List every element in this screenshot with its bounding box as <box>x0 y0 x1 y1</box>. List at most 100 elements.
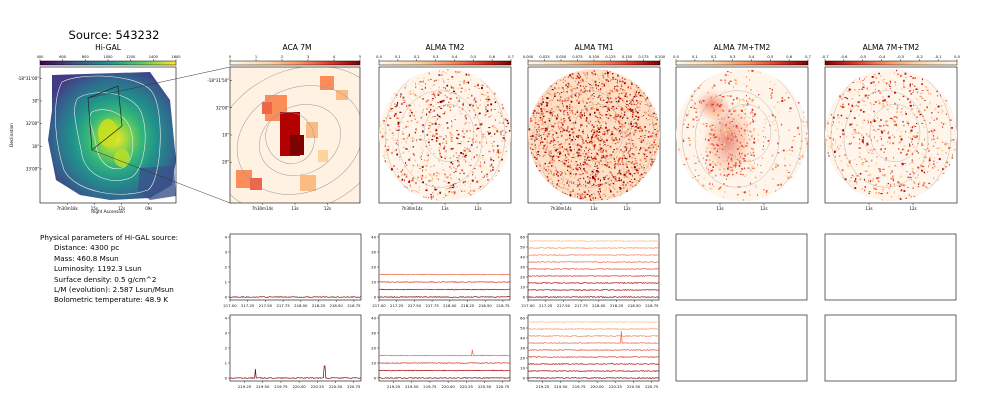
noise-speckle <box>900 74 902 77</box>
noise-speckle <box>577 184 579 187</box>
noise-speckle <box>744 191 746 194</box>
noise-speckle <box>567 85 569 88</box>
noise-speckle <box>588 130 590 132</box>
noise-speckle <box>841 98 843 100</box>
noise-speckle <box>582 132 584 134</box>
noise-speckle <box>563 105 564 108</box>
noise-speckle <box>648 131 650 133</box>
noise-speckle <box>565 84 567 87</box>
noise-speckle <box>400 153 402 154</box>
noise-speckle <box>563 142 566 144</box>
noise-speckle <box>715 119 717 120</box>
noise-speckle <box>918 110 920 113</box>
noise-speckle <box>860 109 862 112</box>
noise-speckle <box>613 164 615 167</box>
noise-speckle <box>543 123 546 125</box>
noise-speckle <box>469 186 471 188</box>
noise-speckle <box>395 96 397 98</box>
noise-speckle <box>591 79 593 82</box>
noise-speckle <box>580 126 581 128</box>
noise-speckle <box>587 172 588 174</box>
noise-speckle <box>439 154 441 157</box>
noise-speckle <box>558 100 561 102</box>
noise-speckle <box>700 115 702 117</box>
noise-speckle <box>633 133 635 136</box>
colorbar-tick-label: 0.4 <box>749 55 755 59</box>
noise-speckle <box>697 87 700 89</box>
noise-speckle <box>867 180 870 182</box>
noise-speckle <box>560 187 562 188</box>
noise-speckle <box>705 159 708 161</box>
noise-speckle <box>579 144 582 147</box>
noise-speckle <box>755 120 757 122</box>
noise-speckle <box>564 163 566 165</box>
noise-speckle <box>749 123 752 125</box>
x-tick-label: 218.00 <box>443 303 457 308</box>
noise-speckle <box>493 125 495 128</box>
higal-xlabel: Right Ascension <box>91 209 125 214</box>
noise-speckle <box>600 74 601 76</box>
noise-speckle <box>757 138 759 141</box>
noise-speckle <box>567 114 569 116</box>
noise-speckle <box>748 160 749 161</box>
noise-speckle <box>498 131 501 133</box>
noise-speckle <box>444 173 446 175</box>
noise-speckle <box>577 143 579 145</box>
noise-speckle <box>741 125 743 126</box>
noise-speckle <box>875 188 877 190</box>
noise-speckle <box>546 97 549 99</box>
noise-speckle <box>544 162 546 165</box>
noise-speckle <box>432 105 435 107</box>
noise-speckle <box>911 170 914 173</box>
noise-speckle <box>401 142 403 144</box>
noise-speckle <box>730 159 733 162</box>
noise-speckle <box>745 108 747 110</box>
noise-speckle <box>463 136 465 138</box>
noise-speckle <box>698 160 700 162</box>
noise-speckle <box>569 142 571 145</box>
noise-speckle <box>585 108 588 110</box>
noise-speckle <box>484 161 486 164</box>
noise-speckle <box>714 108 715 110</box>
noise-speckle <box>798 163 801 164</box>
noise-speckle <box>607 117 610 120</box>
noise-speckle <box>571 180 572 183</box>
noise-speckle <box>595 157 597 160</box>
noise-speckle <box>746 95 747 97</box>
noise-speckle <box>541 117 544 119</box>
noise-speckle <box>941 105 942 107</box>
noise-speckle <box>432 192 434 194</box>
noise-speckle <box>591 136 593 139</box>
noise-speckle <box>541 103 543 105</box>
noise-speckle <box>629 123 630 125</box>
noise-speckle <box>627 161 630 163</box>
noise-speckle <box>586 110 589 112</box>
noise-speckle <box>409 105 412 107</box>
noise-speckle <box>584 150 585 152</box>
noise-speckle <box>705 138 706 141</box>
noise-speckle <box>627 86 629 88</box>
noise-speckle <box>478 138 479 140</box>
noise-speckle <box>760 72 762 74</box>
noise-speckle <box>627 128 630 131</box>
noise-speckle <box>596 165 598 167</box>
noise-speckle <box>605 161 608 163</box>
aca-pixel-blob <box>236 170 252 188</box>
noise-speckle <box>419 135 422 137</box>
noise-speckle <box>905 154 908 156</box>
noise-speckle <box>838 147 840 150</box>
noise-speckle <box>612 151 614 153</box>
y-tick-label: 40 <box>520 254 525 259</box>
noise-speckle <box>586 157 588 159</box>
noise-speckle <box>709 107 712 110</box>
noise-speckle <box>609 146 611 148</box>
noise-speckle <box>916 108 918 110</box>
noise-speckle <box>634 108 636 110</box>
noise-speckle <box>644 128 645 130</box>
noise-speckle <box>611 90 613 91</box>
noise-speckle <box>640 128 642 129</box>
noise-speckle <box>428 180 431 182</box>
noise-speckle <box>717 161 719 164</box>
noise-speckle <box>493 129 495 131</box>
noise-speckle <box>897 73 899 76</box>
